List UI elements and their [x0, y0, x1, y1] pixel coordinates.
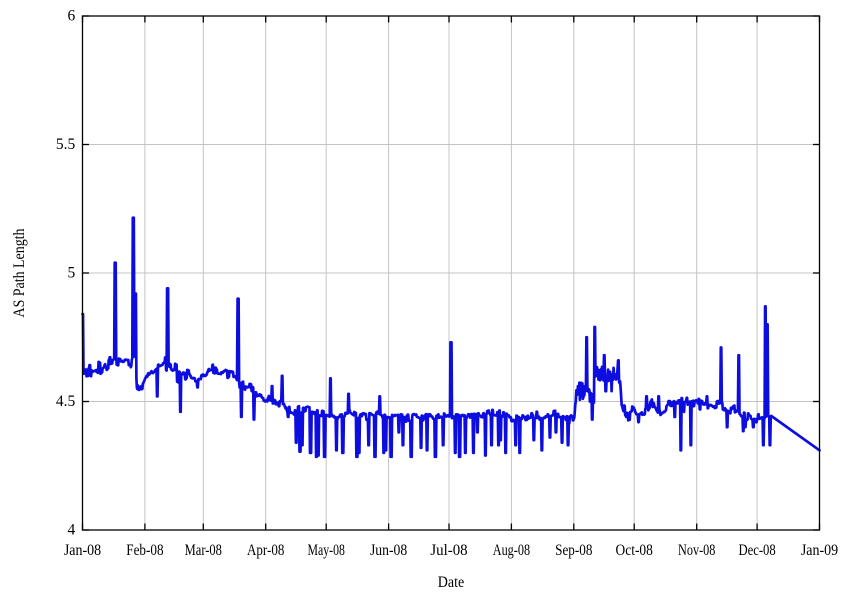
- svg-text:4: 4: [68, 522, 76, 539]
- svg-text:Jul-08: Jul-08: [430, 542, 468, 559]
- svg-text:4.5: 4.5: [56, 393, 76, 410]
- svg-text:Feb-08: Feb-08: [126, 542, 164, 559]
- svg-text:Apr-08: Apr-08: [247, 542, 284, 559]
- svg-text:Sep-08: Sep-08: [555, 542, 593, 559]
- svg-text:6: 6: [68, 8, 76, 25]
- svg-text:5.5: 5.5: [56, 136, 76, 153]
- svg-text:Jan-08: Jan-08: [64, 542, 102, 559]
- svg-text:Aug-08: Aug-08: [493, 542, 530, 559]
- svg-text:Mar-08: Mar-08: [185, 542, 222, 559]
- svg-text:Dec-08: Dec-08: [738, 542, 775, 559]
- svg-text:Oct-08: Oct-08: [616, 542, 654, 559]
- svg-text:AS Path Length: AS Path Length: [11, 228, 28, 317]
- svg-text:May-08: May-08: [308, 542, 345, 559]
- svg-text:Nov-08: Nov-08: [678, 542, 715, 559]
- svg-text:Jan-09: Jan-09: [801, 542, 839, 559]
- svg-text:5: 5: [68, 265, 76, 282]
- svg-text:Date: Date: [438, 574, 465, 591]
- svg-text:Jun-08: Jun-08: [370, 542, 408, 559]
